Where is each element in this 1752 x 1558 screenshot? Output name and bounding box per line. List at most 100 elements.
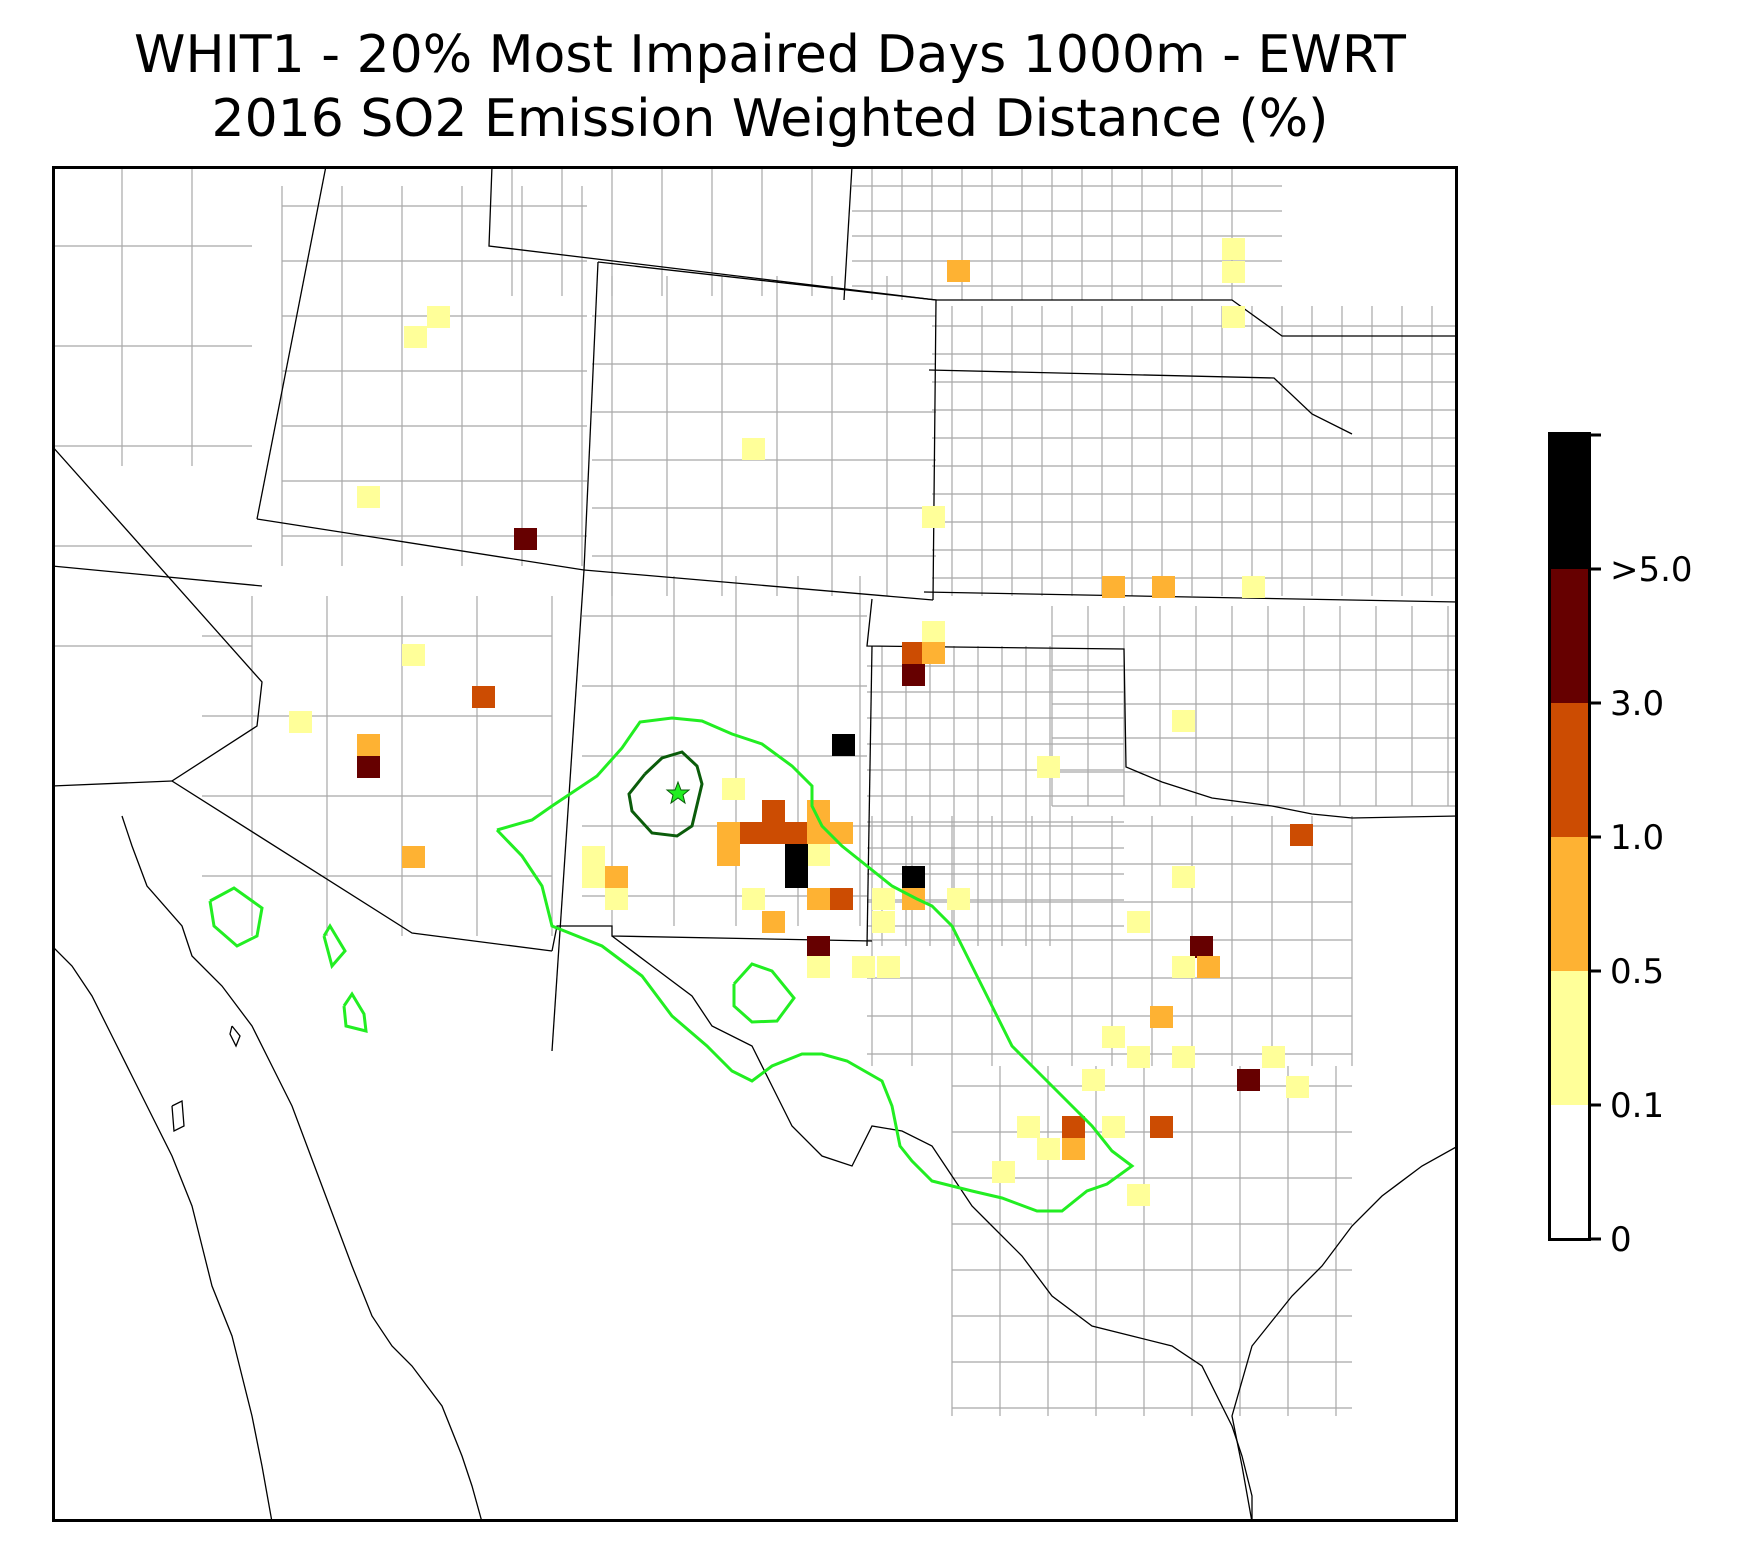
emission-cell bbox=[762, 822, 785, 844]
colorbar-bin bbox=[1551, 1105, 1588, 1239]
emission-cell bbox=[605, 866, 628, 888]
colorbar-tick-label: 0.5 bbox=[1610, 952, 1664, 992]
colorbar-tick-label: 3.0 bbox=[1610, 684, 1664, 724]
colorbar-bin bbox=[1551, 703, 1588, 837]
contour-inner bbox=[627, 750, 704, 838]
emission-cell bbox=[807, 936, 830, 958]
emission-cell bbox=[289, 711, 312, 733]
county-boundaries bbox=[52, 166, 1458, 1416]
emission-cell bbox=[1102, 1026, 1125, 1048]
emission-cell bbox=[807, 888, 830, 910]
emission-cell bbox=[807, 956, 830, 978]
emission-cell bbox=[1102, 576, 1125, 598]
emission-cell bbox=[740, 822, 763, 844]
emission-cell bbox=[1222, 238, 1245, 260]
emission-cell bbox=[1127, 1184, 1150, 1206]
emission-cell bbox=[762, 800, 785, 822]
colorbar-bin bbox=[1551, 569, 1588, 703]
emission-cell bbox=[742, 438, 765, 460]
emission-cell bbox=[1102, 1116, 1125, 1138]
emission-cell bbox=[947, 260, 970, 282]
colorbar-tick-label: 0 bbox=[1610, 1220, 1632, 1252]
emission-cells bbox=[289, 238, 1313, 1206]
emission-cell bbox=[852, 956, 875, 978]
colorbar-tick-label: 0.1 bbox=[1610, 1086, 1664, 1126]
emission-cell bbox=[807, 844, 830, 866]
emission-cell bbox=[717, 844, 740, 866]
emission-cell bbox=[902, 888, 925, 910]
emission-cell bbox=[1062, 1116, 1085, 1138]
chart-subtitle: 2016 SO2 Emission Weighted Distance (%) bbox=[211, 89, 1329, 149]
emission-cell bbox=[872, 888, 895, 910]
emission-cell bbox=[830, 822, 853, 844]
emission-cell bbox=[1242, 576, 1265, 598]
emission-cell bbox=[404, 326, 427, 348]
emission-cell bbox=[785, 866, 808, 888]
emission-cell bbox=[402, 846, 425, 868]
emission-cell bbox=[722, 778, 745, 800]
emission-cell bbox=[832, 734, 855, 756]
emission-cell bbox=[1037, 756, 1060, 778]
emission-cell bbox=[514, 528, 537, 550]
colorbar-bin bbox=[1551, 837, 1588, 971]
emission-cell bbox=[807, 822, 830, 844]
emission-cell bbox=[402, 644, 425, 666]
emission-cell bbox=[902, 664, 925, 686]
contour-mexico-1 bbox=[208, 886, 264, 948]
emission-cell bbox=[1222, 261, 1245, 283]
emission-cell bbox=[1127, 911, 1150, 933]
emission-cell bbox=[357, 756, 380, 778]
emission-cell bbox=[357, 486, 380, 508]
colorbar-bin bbox=[1551, 971, 1588, 1105]
colorbar-bin bbox=[1551, 435, 1588, 569]
emission-cell bbox=[1222, 306, 1245, 328]
emission-cell bbox=[1172, 956, 1195, 978]
emission-cell bbox=[1172, 1046, 1195, 1068]
emission-cell bbox=[582, 866, 605, 888]
contour-mexico-2 bbox=[322, 923, 347, 970]
emission-cell bbox=[1190, 936, 1213, 958]
emission-cell bbox=[742, 888, 765, 910]
back-trajectory-contours bbox=[208, 716, 1135, 1213]
emission-cell bbox=[1172, 710, 1195, 732]
emission-cell bbox=[1150, 1116, 1173, 1138]
emission-cell bbox=[1152, 576, 1175, 598]
emission-cell bbox=[1062, 1138, 1085, 1160]
emission-map bbox=[52, 166, 1458, 1522]
emission-cell bbox=[785, 844, 808, 866]
emission-cell bbox=[1197, 956, 1220, 978]
contour-texas-small bbox=[732, 962, 796, 1024]
star-icon bbox=[665, 780, 691, 805]
emission-cell bbox=[357, 734, 380, 756]
emission-cell bbox=[1237, 1069, 1260, 1091]
emission-cell bbox=[1172, 866, 1195, 888]
colorbar-tick-label: 1.0 bbox=[1610, 818, 1664, 858]
emission-cell bbox=[605, 888, 628, 910]
emission-cell bbox=[902, 642, 925, 664]
emission-cell bbox=[582, 846, 605, 868]
emission-cell bbox=[1127, 1046, 1150, 1068]
emission-cell bbox=[922, 506, 945, 528]
emission-cell bbox=[922, 621, 945, 643]
chart-title: WHIT1 - 20% Most Impaired Days 1000m - E… bbox=[134, 25, 1406, 85]
emission-cell bbox=[1017, 1116, 1040, 1138]
emission-cell bbox=[1150, 1006, 1173, 1028]
emission-cell bbox=[1290, 824, 1313, 846]
emission-cell bbox=[427, 306, 450, 328]
colorbar-tick-label: >5.0 bbox=[1610, 550, 1693, 590]
emission-cell bbox=[922, 642, 945, 664]
colorbar: 0 0.1 0.5 1.0 3.0 >5.0 bbox=[1548, 432, 1693, 1252]
emission-cell bbox=[472, 686, 495, 708]
emission-cell bbox=[992, 1161, 1015, 1183]
emission-cell bbox=[902, 866, 925, 888]
emission-cell bbox=[1262, 1046, 1285, 1068]
state-boundaries bbox=[52, 166, 1458, 1522]
emission-cell bbox=[1286, 1076, 1309, 1098]
emission-cell bbox=[872, 911, 895, 933]
emission-cell bbox=[877, 956, 900, 978]
emission-cell bbox=[830, 888, 853, 910]
emission-cell bbox=[785, 822, 808, 844]
emission-cell bbox=[947, 888, 970, 910]
contour-outer bbox=[495, 716, 1135, 1213]
emission-cell bbox=[1037, 1138, 1060, 1160]
